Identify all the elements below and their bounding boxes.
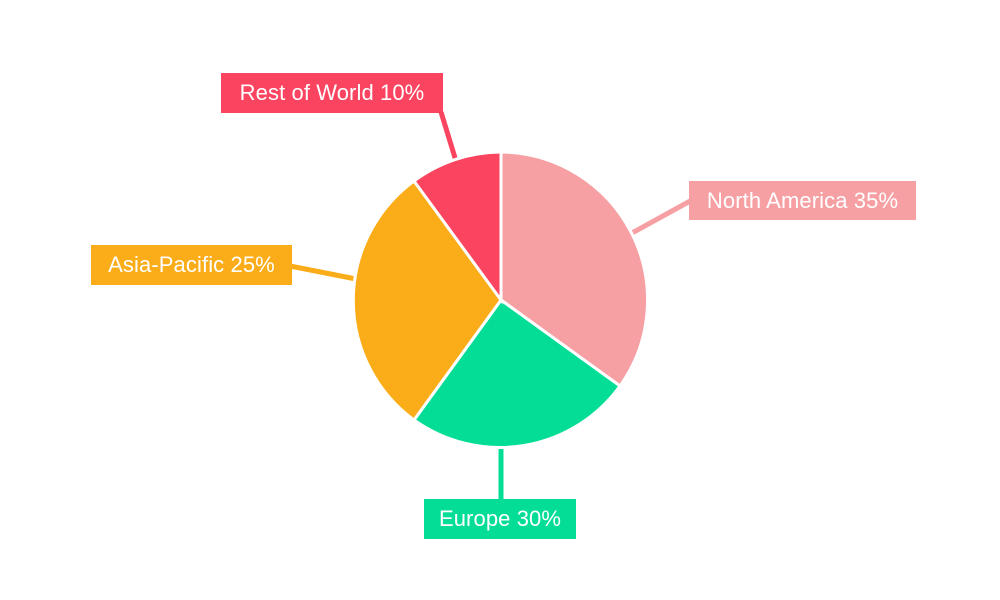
leader-line-north-america [630,197,694,236]
pie-label-north-america[interactable]: North America 35% [689,181,916,220]
pie-slice-rest-of-world[interactable] [411,150,503,305]
leader-line-rest-of-world [438,111,459,162]
pie-label-europe[interactable]: Europe 30% [424,499,576,539]
leader-line-asia-pacific [289,263,357,282]
pie-label-asia-pacific[interactable]: Asia-Pacific 25% [91,245,292,285]
pie-slice-asia-pacific[interactable] [351,178,503,423]
pie-slice-europe[interactable] [411,297,623,449]
pie-label-rest-of-world[interactable]: Rest of World 10% [221,73,443,113]
pie-slice-north-america[interactable] [499,150,650,389]
